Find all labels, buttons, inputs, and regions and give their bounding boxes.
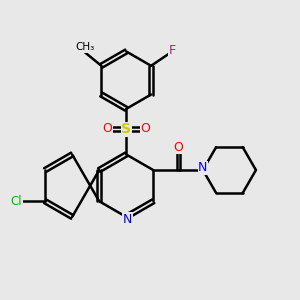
Text: S: S [121, 122, 131, 136]
Text: O: O [174, 141, 184, 154]
Text: Cl: Cl [11, 195, 22, 208]
Text: CH₃: CH₃ [75, 42, 94, 52]
Text: O: O [140, 122, 150, 135]
Text: F: F [169, 44, 176, 57]
Text: N: N [198, 161, 208, 174]
Text: N: N [123, 213, 132, 226]
Text: O: O [102, 122, 112, 135]
